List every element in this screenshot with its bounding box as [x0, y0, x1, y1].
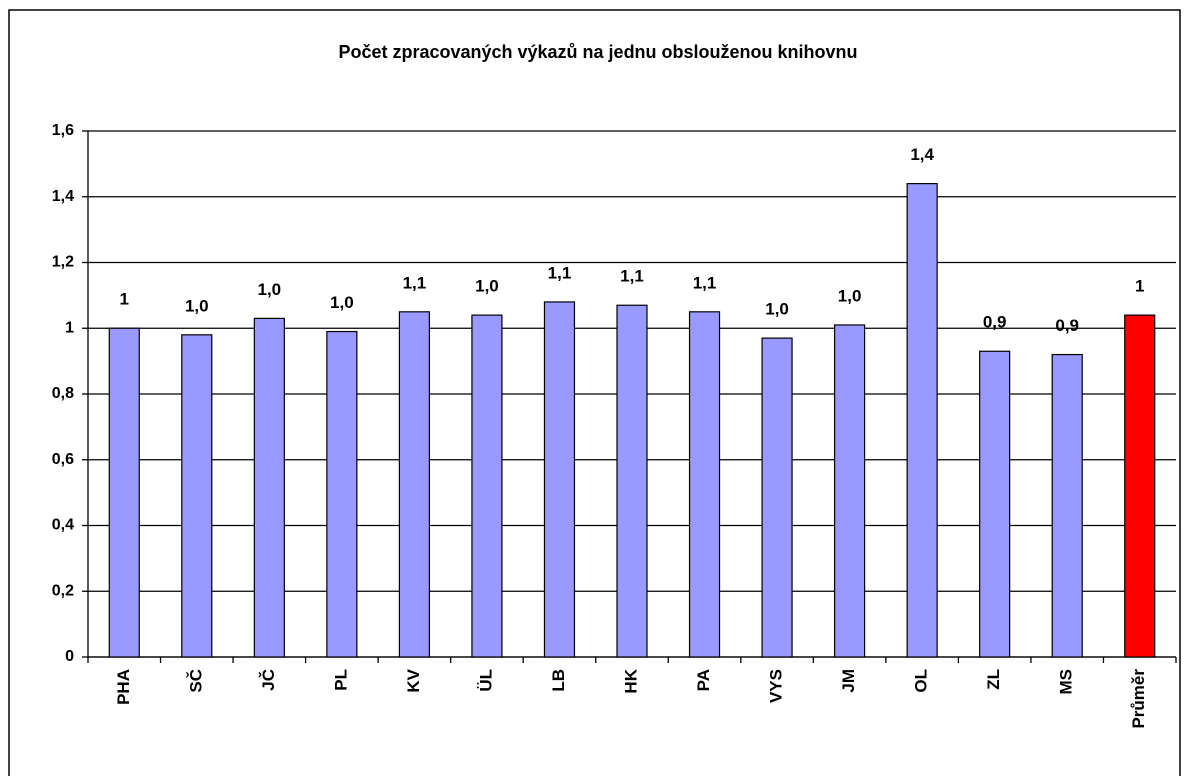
y-tick-label: 0,4 [52, 517, 74, 534]
bar [688, 311, 721, 658]
x-tick-label: Průměr [1129, 669, 1148, 729]
x-tick-label: SČ [186, 669, 205, 693]
value-label: 0,9 [983, 313, 1007, 332]
value-label: 1,1 [403, 273, 427, 292]
chart-title: Počet zpracovaných výkazů na jednu obslo… [338, 42, 857, 62]
x-tick-label: HK [621, 668, 640, 693]
bar [833, 324, 866, 658]
x-tick-label: PA [694, 669, 713, 691]
bar [979, 350, 1011, 658]
x-tick-label: PHA [114, 669, 133, 705]
value-label: 1 [120, 290, 129, 309]
y-tick-label: 0,8 [52, 385, 74, 402]
bar [616, 304, 648, 658]
x-tick-label: VYS [767, 669, 786, 703]
value-label: 1,1 [693, 273, 717, 292]
bar [543, 301, 576, 658]
value-label: 1,0 [258, 280, 282, 299]
x-tick-label: JČ [259, 669, 278, 691]
bar [471, 314, 503, 658]
value-label: 1,0 [185, 296, 209, 315]
bar [906, 183, 938, 658]
x-tick-label: JM [839, 669, 858, 693]
x-tick-label: PL [331, 669, 350, 691]
y-tick-label: 0,2 [52, 582, 74, 599]
x-tick-label: LB [549, 669, 568, 692]
y-tick-label: 0,6 [52, 451, 74, 468]
bar [398, 311, 430, 658]
bar [326, 330, 358, 658]
y-tick-label: 1,2 [52, 254, 74, 271]
bar [1051, 353, 1083, 658]
bar [761, 337, 793, 658]
y-tick-label: 1,6 [52, 122, 74, 139]
x-tick-label: KV [404, 668, 423, 692]
y-tick-label: 0 [65, 648, 74, 665]
x-tick-label: ZL [984, 669, 1003, 690]
value-label: 1,0 [475, 277, 499, 296]
value-label: 1 [1135, 277, 1144, 296]
bar [181, 334, 213, 658]
bar [253, 317, 285, 658]
x-tick-label: MS [1057, 669, 1076, 695]
value-label: 1,0 [330, 293, 354, 312]
value-label: 1,1 [620, 267, 644, 286]
y-tick-label: 1,4 [52, 188, 74, 205]
value-label: 0,9 [1055, 316, 1079, 335]
x-tick-label: OL [912, 669, 931, 693]
value-label: 1,0 [765, 300, 789, 319]
value-label: 1,4 [910, 145, 934, 164]
bar [1124, 314, 1156, 658]
y-tick-label: 1 [65, 319, 74, 336]
value-label: 1,1 [548, 263, 572, 282]
value-label: 1,0 [838, 286, 862, 305]
bar [108, 327, 140, 658]
x-tick-label: ÜL [476, 669, 495, 692]
